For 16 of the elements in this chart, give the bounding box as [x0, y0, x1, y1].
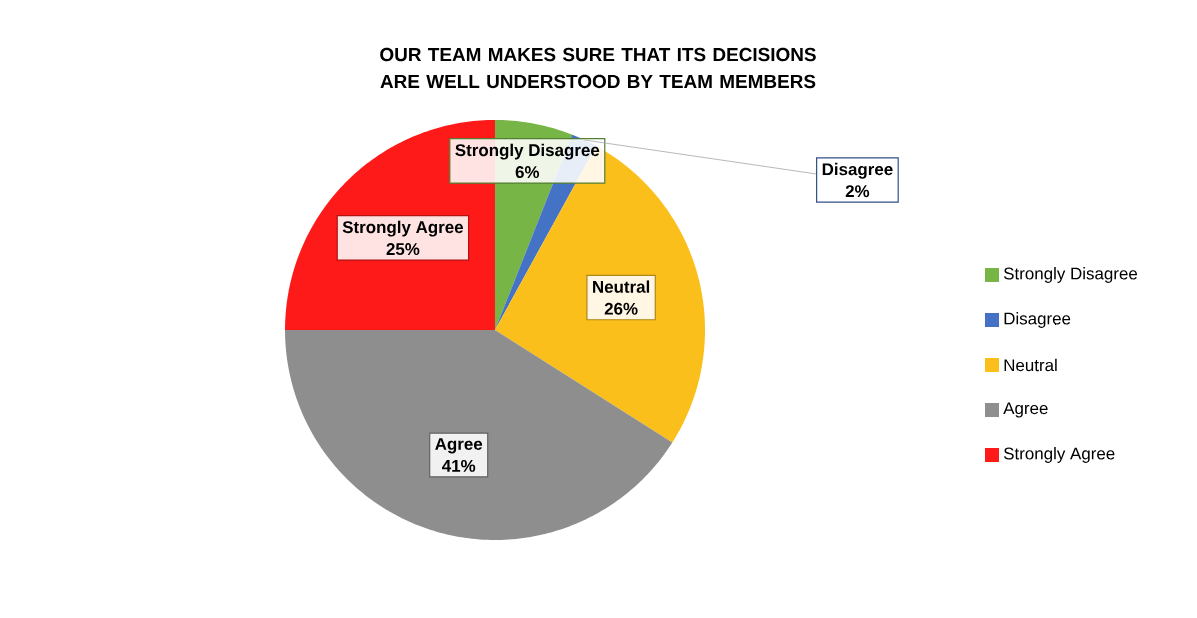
legend-label: Strongly Agree — [1003, 447, 1115, 463]
slice-label: Agree — [435, 438, 483, 454]
slice-label: Strongly Agree — [342, 220, 464, 237]
data-label: 26% — [604, 302, 638, 315]
data-label: 6% — [515, 166, 540, 179]
chart-title: OUR TEAM MAKES SURE THAT ITS DECISIONS ARE WELL UNDERSTOOD BY TEAM MEMBERS — [380, 47, 816, 89]
data-label: 41% — [442, 459, 476, 472]
data-label: 25% — [386, 243, 420, 256]
slice-label: Disagree — [822, 162, 893, 179]
slice-label: Neutral — [593, 280, 650, 293]
legend-label: Disagree — [1004, 312, 1071, 328]
slice-label: Strongly Disagree — [455, 143, 600, 160]
legend-label: Agree — [1003, 402, 1048, 418]
data-label: 2% — [845, 185, 870, 198]
legend-label: Neutral — [1004, 358, 1057, 372]
legend-label: Strongly Disagree — [1003, 267, 1138, 283]
